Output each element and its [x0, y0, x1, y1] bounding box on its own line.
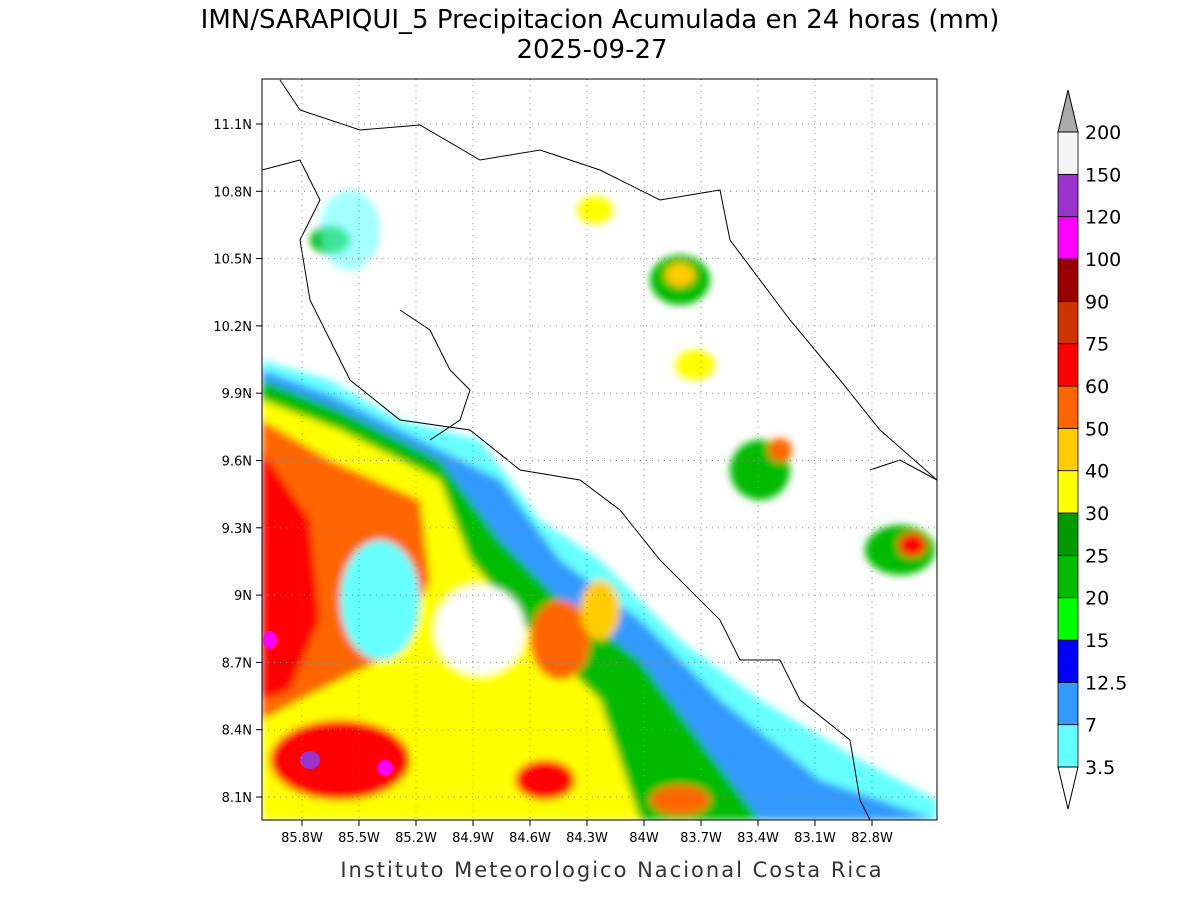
colorbar-label: 15	[1085, 630, 1109, 652]
lon-label: 85.2W	[395, 831, 437, 846]
title: IMN/SARAPIQUI_5 Precipitacion Acumulada …	[201, 5, 1000, 35]
map-frame	[261, 78, 938, 821]
colorbar-swatch	[1057, 470, 1079, 514]
colorbar-label: 90	[1085, 291, 1109, 313]
colorbar-swatch	[1057, 681, 1079, 726]
lon-label: 83.7W	[680, 831, 722, 846]
colorbar-label: 100	[1085, 249, 1121, 271]
colorbar: 3.5 7 12.5 15 20 25 30 40 50 60 75 90 100 120 150 200	[1057, 89, 1127, 810]
colorbar-label: 40	[1085, 461, 1109, 483]
colorbar-swatch	[1057, 258, 1079, 302]
colorbar-label: 150	[1085, 164, 1121, 186]
colorbar-label: 75	[1085, 334, 1109, 356]
lon-label: 84.6W	[509, 831, 551, 846]
footer: Instituto Meteorologico Nacional Costa R…	[340, 858, 883, 882]
lon-label: 83.1W	[794, 831, 836, 846]
graticule: 11.1N 10.8N 10.5N 10.2N 9.9N 9.6N 9.3N 9N 8.7N 8.…	[213, 79, 937, 846]
lat-label: 10.2N	[213, 320, 252, 335]
colorbar-swatch	[1057, 554, 1079, 599]
colorbar-label: 30	[1085, 503, 1109, 525]
colorbar-label: 120	[1085, 207, 1121, 229]
colorbar-swatch	[1057, 427, 1079, 472]
lat-label: 8.4N	[222, 724, 252, 739]
colorbar-swatch	[1057, 385, 1079, 429]
colorbar-swatch	[1057, 173, 1079, 218]
colorbar-swatch	[1057, 597, 1079, 641]
colorbar-label: 200	[1085, 122, 1121, 144]
colorbar-label: 7	[1085, 715, 1097, 737]
lat-label: 9N	[234, 589, 252, 604]
lon-label: 82.8W	[851, 831, 893, 846]
lon-label: 83.4W	[737, 831, 779, 846]
colorbar-swatch	[1057, 724, 1079, 768]
subtitle: 2025-09-27	[516, 35, 667, 65]
colorbar-label: 12.5	[1085, 672, 1127, 694]
lat-label: 9.9N	[222, 387, 252, 402]
colorbar-extend-max	[1057, 89, 1079, 133]
precip-field	[262, 79, 937, 820]
colorbar-swatch	[1057, 131, 1079, 175]
colorbar-label: 3.5	[1085, 757, 1115, 779]
colorbar-swatch	[1057, 343, 1079, 387]
colorbar-label: 25	[1085, 545, 1109, 567]
colorbar-swatch	[1057, 639, 1079, 683]
lat-label: 10.5N	[213, 253, 252, 268]
colorbar-label: 50	[1085, 418, 1109, 440]
lat-label: 8.1N	[222, 791, 252, 806]
colorbar-label: 60	[1085, 376, 1109, 398]
lat-label: 10.8N	[213, 185, 252, 200]
lat-label: 9.3N	[222, 522, 252, 537]
lon-label: 85.5W	[338, 831, 380, 846]
lat-label: 11.1N	[213, 118, 252, 133]
lat-label: 8.7N	[222, 656, 252, 671]
lon-label: 84W	[629, 831, 659, 846]
colorbar-swatch	[1057, 216, 1079, 260]
lon-label: 84.9W	[452, 831, 494, 846]
lon-label: 84.3W	[566, 831, 608, 846]
lon-label: 85.8W	[281, 831, 323, 846]
colorbar-extend-min	[1057, 766, 1079, 810]
lat-label: 9.6N	[222, 455, 252, 470]
colorbar-swatch	[1057, 512, 1079, 556]
colorbar-label: 20	[1085, 588, 1109, 610]
colorbar-swatch	[1057, 300, 1079, 345]
